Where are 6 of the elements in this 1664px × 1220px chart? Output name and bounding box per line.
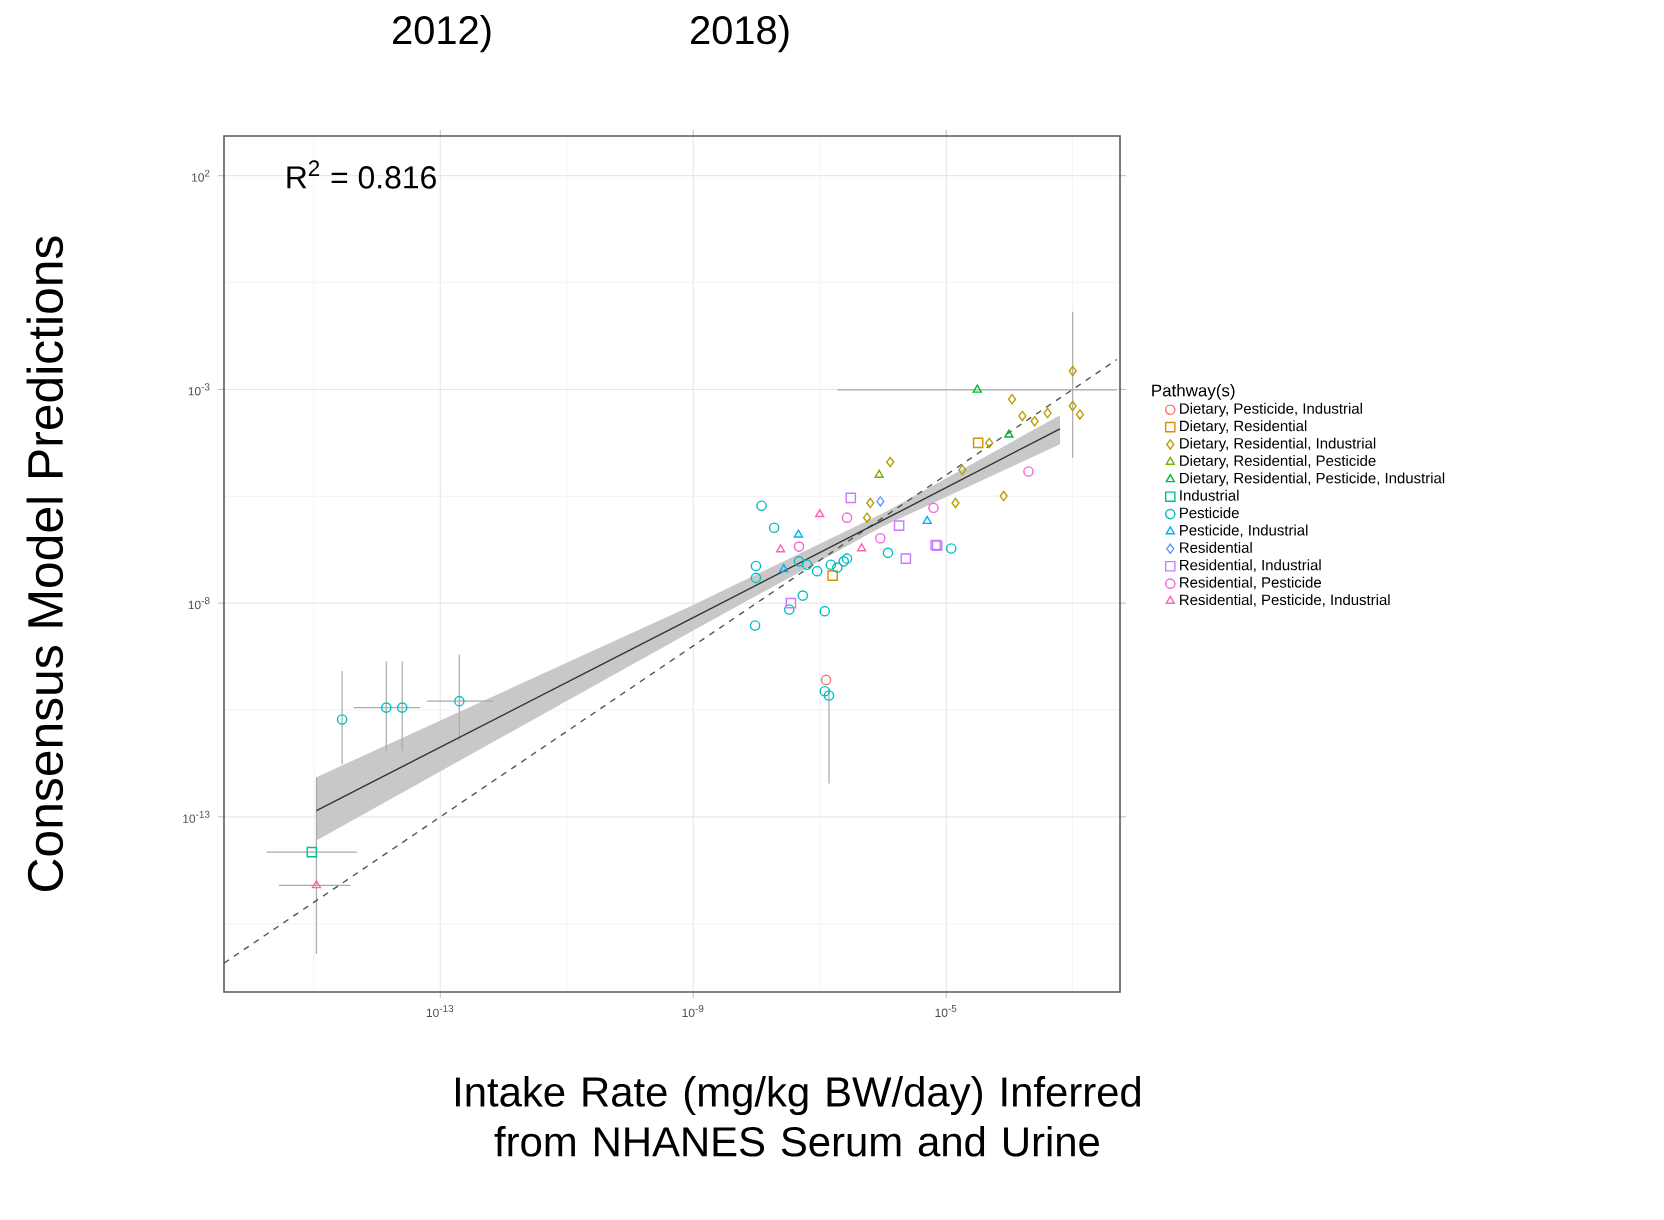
text: 2018) xyxy=(691,15,789,53)
x-axis-title: Intake Rate (mg/kg BW/day) Inferred from NHANES Serum and Urine xyxy=(455,1076,1141,1157)
legend-title: Pathway(s) xyxy=(1152,384,1235,400)
y-axis-title: Consensus Model Predictions xyxy=(26,236,64,891)
text: 2012) xyxy=(393,15,491,53)
annotation: R$^{2}$ = 0.816 xyxy=(287,160,436,189)
